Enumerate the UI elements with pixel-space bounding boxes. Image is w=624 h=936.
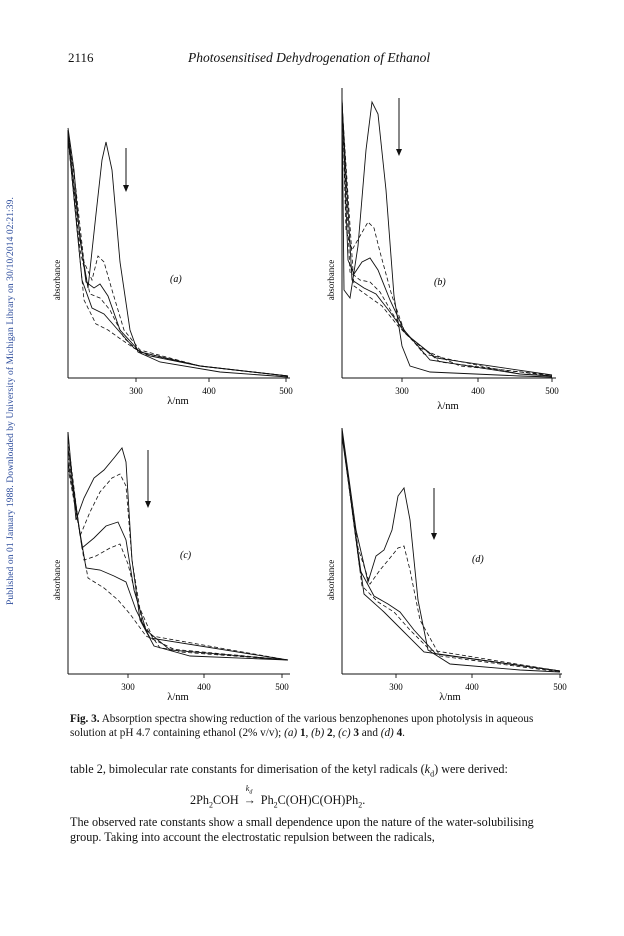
spectrum-curve bbox=[67, 129, 289, 377]
x-axis-label: λ/nm bbox=[437, 401, 458, 412]
x-tick-label: 300 bbox=[121, 682, 135, 692]
spectrum-panel: 300 400 500 λ/nm absorbance (a) bbox=[52, 127, 293, 407]
spectrum-curve bbox=[341, 101, 553, 376]
caption-item-b: (b) 2, bbox=[311, 727, 336, 739]
spectrum-curve bbox=[341, 93, 553, 378]
spectrum-curve bbox=[341, 431, 561, 672]
spectrum-panel: 300 400 500 λ/nm absorbance (c) bbox=[52, 431, 290, 700]
caption-prefix: Fig. 3. bbox=[70, 713, 100, 725]
spectrum-curve bbox=[67, 439, 289, 661]
spectrum-curve bbox=[67, 455, 289, 661]
panel-label: (d) bbox=[472, 554, 484, 565]
page-number: 2116 bbox=[68, 50, 94, 65]
arrow-head bbox=[431, 533, 437, 540]
spectrum-curve bbox=[67, 135, 289, 377]
spectrum-curve bbox=[341, 429, 561, 673]
spectrum-panel: 300 400 500 λ/nm absorbance (d) bbox=[326, 427, 567, 700]
y-axis-label: absorbance bbox=[326, 560, 336, 600]
x-axis-label: λ/nm bbox=[439, 692, 460, 700]
figure-caption: Fig. 3. Absorption spectra showing reduc… bbox=[70, 712, 562, 740]
caption-item-a: (a) 1, bbox=[284, 727, 309, 739]
panel-label: (a) bbox=[170, 274, 182, 285]
caption-item-d: (d) 4. bbox=[380, 727, 405, 739]
caption-item-c: (c) 3 and bbox=[338, 727, 378, 739]
spectrum-curve bbox=[67, 447, 289, 661]
x-tick-label: 300 bbox=[129, 386, 143, 396]
spectrum-curve bbox=[341, 103, 553, 376]
body-paragraph-2: The observed rate constants show a small… bbox=[70, 815, 534, 844]
running-title: Photosensitised Dehydrogenation of Ethan… bbox=[188, 50, 431, 65]
panel-label: (b) bbox=[434, 277, 446, 288]
arrow-head bbox=[396, 149, 402, 156]
figure-3: 300 400 500 λ/nm absorbance (a) 300 400 500 λ/nm a… bbox=[52, 88, 567, 700]
arrow-head bbox=[145, 501, 151, 508]
x-tick-label: 500 bbox=[279, 386, 293, 396]
spectrum-curve bbox=[67, 431, 289, 661]
x-tick-label: 500 bbox=[545, 386, 559, 396]
y-axis-label: absorbance bbox=[52, 560, 62, 600]
spectrum-curve bbox=[67, 137, 289, 377]
x-axis-label: λ/nm bbox=[167, 692, 188, 700]
x-tick-label: 400 bbox=[197, 682, 211, 692]
caption-text: Absorption spectra showing reduction of … bbox=[70, 713, 534, 739]
spectrum-curve bbox=[341, 433, 561, 672]
x-tick-label: 300 bbox=[395, 386, 409, 396]
x-axis-label: λ/nm bbox=[167, 396, 188, 407]
arrow-head bbox=[123, 185, 129, 192]
panel-label: (c) bbox=[180, 550, 192, 561]
spectrum-panel: 300 400 500 λ/nm absorbance (b) bbox=[326, 88, 559, 412]
equation: 2Ph2COH kd → Ph2C(OH)C(OH)Ph2. bbox=[190, 784, 366, 810]
body-paragraph-1: table 2, bimolecular rate constants for … bbox=[70, 762, 508, 779]
x-tick-label: 300 bbox=[389, 682, 403, 692]
spectrum-curve bbox=[341, 97, 553, 377]
x-tick-label: 500 bbox=[275, 682, 289, 692]
spectrum-curve bbox=[67, 467, 289, 661]
spectrum-curve bbox=[67, 131, 289, 377]
spectrum-curve bbox=[341, 435, 561, 672]
spectrum-curve bbox=[67, 127, 289, 378]
x-tick-label: 500 bbox=[553, 682, 567, 692]
spectrum-curve bbox=[67, 461, 289, 661]
x-tick-label: 400 bbox=[465, 682, 479, 692]
y-axis-label: absorbance bbox=[326, 260, 336, 300]
spectrum-curve bbox=[341, 99, 553, 377]
spectrum-curve bbox=[341, 427, 561, 673]
spectrum-curve bbox=[341, 95, 553, 377]
y-axis-label: absorbance bbox=[52, 260, 62, 300]
x-tick-label: 400 bbox=[471, 386, 485, 396]
x-tick-label: 400 bbox=[202, 386, 216, 396]
